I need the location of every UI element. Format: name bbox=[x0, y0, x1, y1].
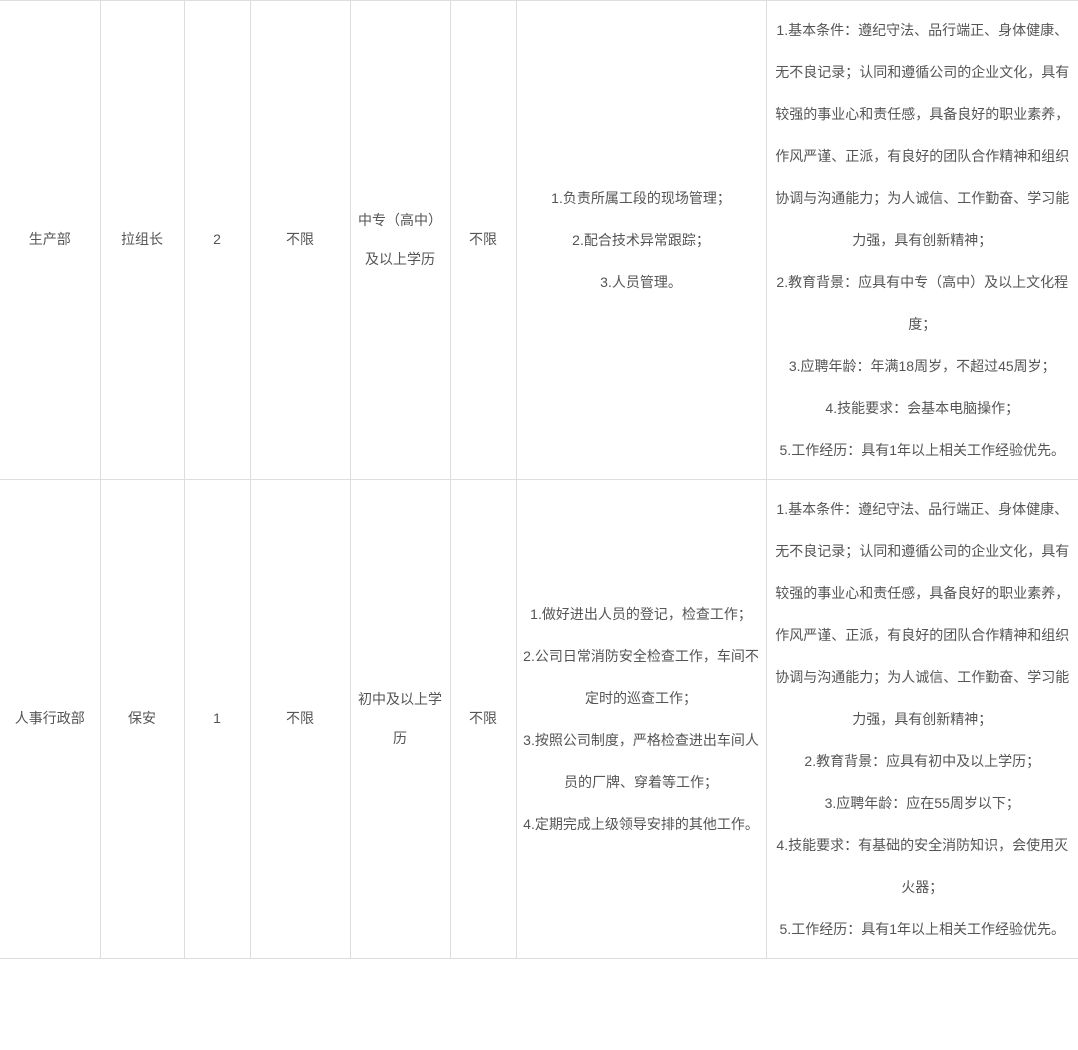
table-row: 人事行政部保安1不限初中及以上学历不限1.做好进出人员的登记，检查工作；2.公司… bbox=[0, 480, 1078, 959]
cell-position: 拉组长 bbox=[100, 1, 184, 480]
cell-responsibilities: 1.负责所属工段的现场管理；2.配合技术异常跟踪；3.人员管理。 bbox=[516, 1, 766, 480]
cell-education: 中专（高中）及以上学历 bbox=[350, 1, 450, 480]
recruitment-table: 生产部拉组长2不限中专（高中）及以上学历不限1.负责所属工段的现场管理；2.配合… bbox=[0, 0, 1078, 959]
table-row: 生产部拉组长2不限中专（高中）及以上学历不限1.负责所属工段的现场管理；2.配合… bbox=[0, 1, 1078, 480]
cell-gender: 不限 bbox=[250, 480, 350, 959]
cell-count: 2 bbox=[184, 1, 250, 480]
cell-department: 生产部 bbox=[0, 1, 100, 480]
cell-department: 人事行政部 bbox=[0, 480, 100, 959]
table-body: 生产部拉组长2不限中专（高中）及以上学历不限1.负责所属工段的现场管理；2.配合… bbox=[0, 1, 1078, 959]
cell-requirements: 1.基本条件：遵纪守法、品行端正、身体健康、无不良记录；认同和遵循公司的企业文化… bbox=[766, 1, 1078, 480]
cell-major: 不限 bbox=[450, 480, 516, 959]
cell-count: 1 bbox=[184, 480, 250, 959]
cell-education: 初中及以上学历 bbox=[350, 480, 450, 959]
cell-responsibilities: 1.做好进出人员的登记，检查工作；2.公司日常消防安全检查工作，车间不定时的巡查… bbox=[516, 480, 766, 959]
cell-gender: 不限 bbox=[250, 1, 350, 480]
cell-position: 保安 bbox=[100, 480, 184, 959]
cell-requirements: 1.基本条件：遵纪守法、品行端正、身体健康、无不良记录；认同和遵循公司的企业文化… bbox=[766, 480, 1078, 959]
cell-major: 不限 bbox=[450, 1, 516, 480]
